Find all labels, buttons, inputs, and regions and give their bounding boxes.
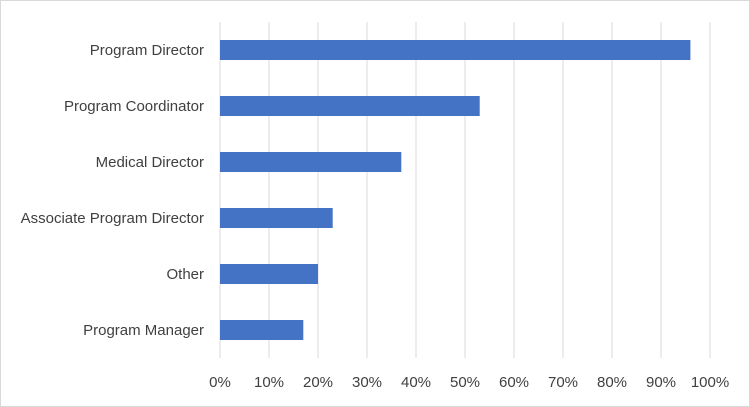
x-tick-labels: 0% 10% 20% 30% 40% 50% 60% 70% 80% 90% 100%	[209, 374, 729, 391]
x-tick-label: 70%	[548, 374, 578, 391]
category-label: Program Manager	[83, 322, 204, 339]
category-label: Associate Program Director	[21, 210, 204, 227]
category-label: Other	[166, 266, 204, 283]
bar	[220, 208, 333, 228]
bar	[220, 40, 691, 60]
bar	[220, 96, 480, 116]
category-labels: Program Director Program Coordinator Medic…	[21, 42, 204, 339]
category-label: Program Coordinator	[64, 98, 204, 115]
gridlines	[219, 22, 711, 358]
bar	[220, 152, 402, 172]
x-tick-label: 40%	[401, 374, 431, 391]
category-label: Medical Director	[96, 154, 204, 171]
x-tick-label: 0%	[209, 374, 231, 391]
x-tick-label: 50%	[450, 374, 480, 391]
x-tick-label: 90%	[646, 374, 676, 391]
x-tick-label: 80%	[597, 374, 627, 391]
x-tick-label: 60%	[499, 374, 529, 391]
bars	[220, 40, 691, 340]
category-label: Program Director	[90, 42, 204, 59]
x-tick-label: 30%	[352, 374, 382, 391]
bar	[220, 264, 318, 284]
x-tick-label: 10%	[254, 374, 284, 391]
x-tick-label: 20%	[303, 374, 333, 391]
x-tick-label: 100%	[691, 374, 729, 391]
bar	[220, 320, 304, 340]
